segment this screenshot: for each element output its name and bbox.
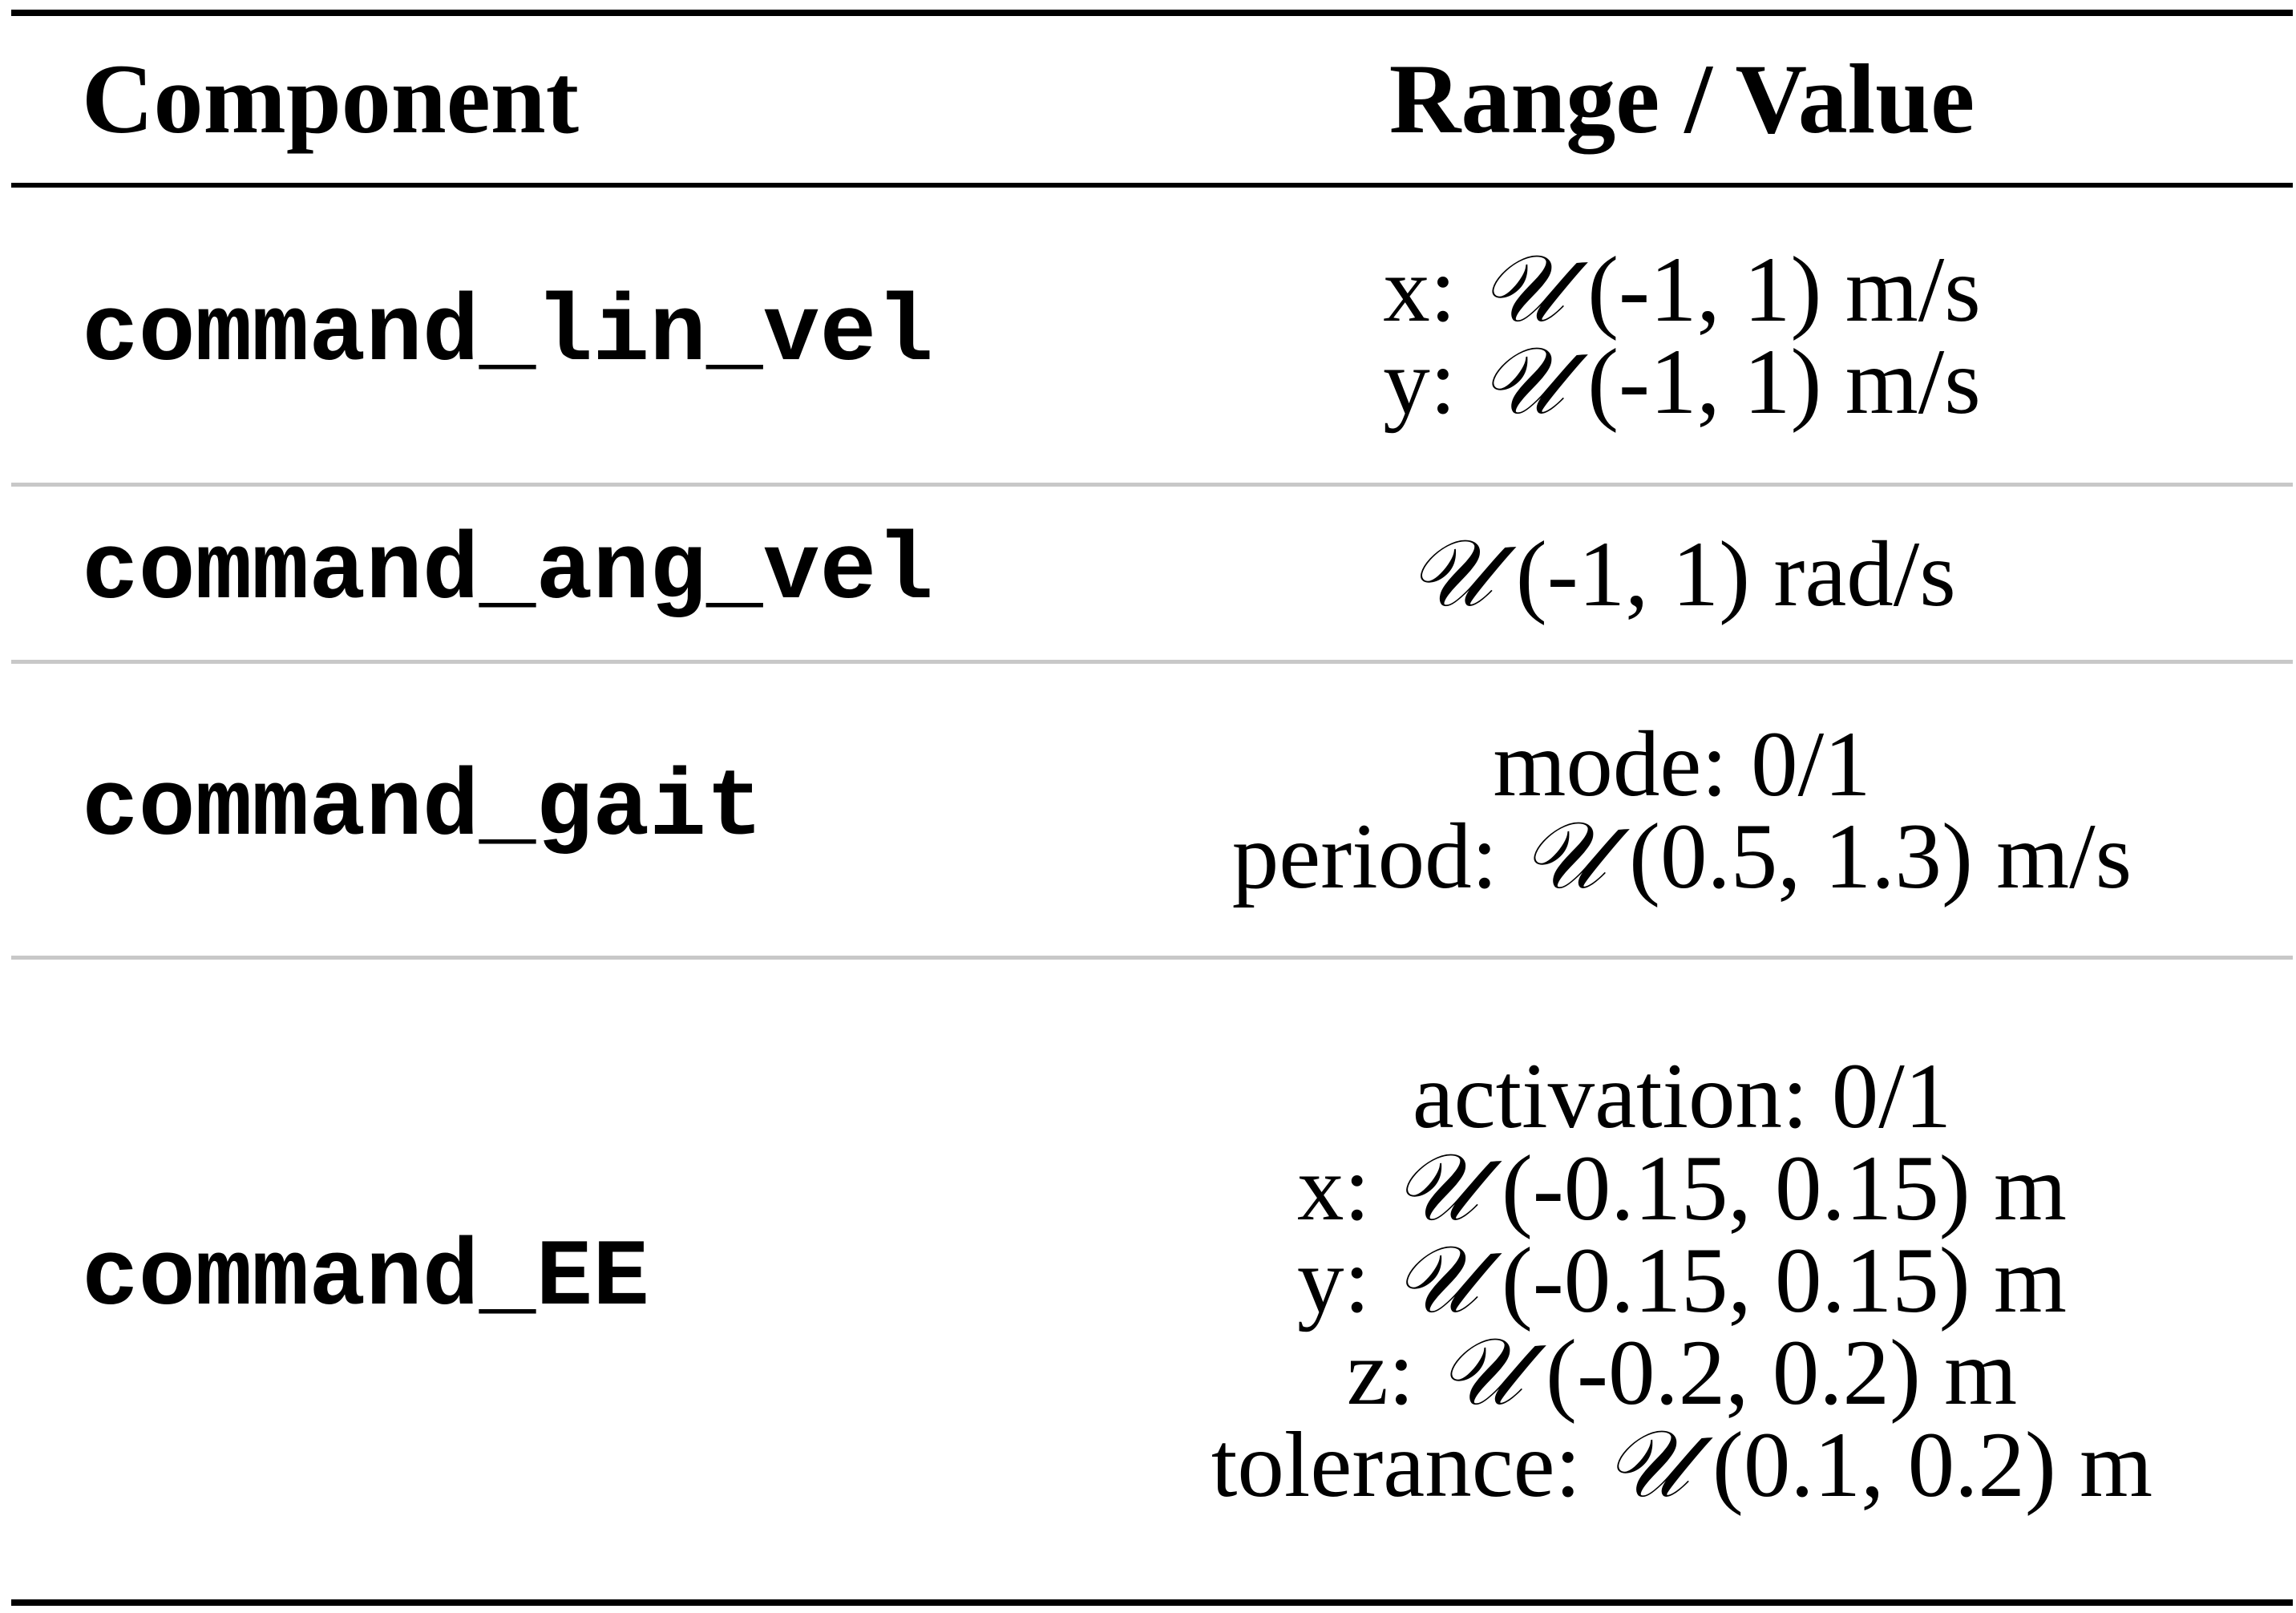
table-row: command_lin_vel x: 𝒰 (-1, 1) m/s y: 𝒰 (-… — [11, 185, 2293, 487]
header-row: Component Range / Value — [11, 13, 2293, 185]
value-prefix: tolerance: — [1211, 1413, 1605, 1517]
uniform-symbol: 𝒰 — [1393, 1223, 1478, 1334]
range-value-cell: activation: 0/1 x: 𝒰 (-0.15, 0.15) m y: … — [1071, 957, 2293, 1606]
uniform-symbol: 𝒰 — [1393, 1131, 1478, 1242]
value-range: (-1, 1) m/s — [1563, 238, 1981, 342]
value-range: (-0.15, 0.15) m — [1477, 1228, 2067, 1332]
uniform-symbol: 𝒰 — [1604, 1408, 1689, 1518]
component-name: command_lin_vel — [11, 185, 1071, 487]
table-row: command_ang_vel 𝒰 (-1, 1) rad/s — [11, 484, 2293, 664]
range-value-cell: mode: 0/1 period: 𝒰 (0.5, 1.3) m/s — [1071, 661, 2293, 960]
component-name: command_gait — [11, 661, 1071, 960]
value-line: 𝒰 (-1, 1) rad/s — [1071, 526, 2293, 621]
uniform-symbol: 𝒰 — [1408, 517, 1493, 628]
value-line: x: 𝒰 (-1, 1) m/s — [1071, 241, 2293, 337]
value-line: x: 𝒰 (-0.15, 0.15) m — [1071, 1140, 2293, 1235]
component-name: command_ang_vel — [11, 484, 1071, 664]
header-range-value: Range / Value — [1389, 44, 1975, 154]
table-row: command_gait mode: 0/1 period: 𝒰 (0.5, 1… — [11, 661, 2293, 960]
value-prefix: period: — [1231, 805, 1522, 908]
value-prefix: mode: 0/1 — [1493, 713, 1871, 816]
table-body: command_lin_vel x: 𝒰 (-1, 1) m/s y: 𝒰 (-… — [11, 185, 2293, 1606]
table-row: command_EE activation: 0/1 x: 𝒰 (-0.15, … — [11, 957, 2293, 1606]
uniform-symbol: 𝒰 — [1479, 325, 1564, 435]
value-range: (0.1, 0.2) m — [1688, 1413, 2153, 1517]
value-prefix: x: — [1383, 238, 1480, 342]
value-prefix: y: — [1383, 330, 1480, 434]
value-range: (0.5, 1.3) m/s — [1605, 805, 2132, 908]
value-line: y: 𝒰 (-0.15, 0.15) m — [1071, 1232, 2293, 1328]
range-value-cell: x: 𝒰 (-1, 1) m/s y: 𝒰 (-1, 1) m/s — [1071, 185, 2293, 487]
component-name: command_EE — [11, 957, 1071, 1606]
header-component: Component — [82, 44, 580, 154]
value-range: (-1, 1) rad/s — [1492, 522, 1956, 626]
value-prefix: y: — [1297, 1228, 1394, 1332]
uniform-symbol: 𝒰 — [1479, 233, 1564, 343]
value-line: activation: 0/1 — [1071, 1049, 2293, 1143]
value-range: (-1, 1) m/s — [1563, 330, 1981, 434]
value-line: y: 𝒰 (-1, 1) m/s — [1071, 334, 2293, 429]
value-line: mode: 0/1 — [1071, 718, 2293, 811]
value-line: period: 𝒰 (0.5, 1.3) m/s — [1071, 808, 2293, 904]
command-ranges-table-container: Component Range / Value command_lin_vel … — [11, 10, 2293, 1606]
value-prefix: activation: 0/1 — [1412, 1044, 1952, 1148]
value-prefix: x: — [1297, 1136, 1394, 1240]
value-range: (-0.2, 0.2) m — [1522, 1320, 2018, 1425]
value-range: (-0.15, 0.15) m — [1477, 1136, 2067, 1240]
table-header: Component Range / Value — [11, 13, 2293, 185]
value-line: z: 𝒰 (-0.2, 0.2) m — [1071, 1324, 2293, 1420]
range-value-cell: 𝒰 (-1, 1) rad/s — [1071, 484, 2293, 664]
uniform-symbol: 𝒰 — [1521, 800, 1606, 910]
uniform-symbol: 𝒰 — [1437, 1316, 1522, 1426]
command-ranges-table: Component Range / Value command_lin_vel … — [11, 10, 2293, 1606]
value-prefix: z: — [1346, 1320, 1438, 1425]
value-line: tolerance: 𝒰 (0.1, 0.2) m — [1071, 1417, 2293, 1512]
